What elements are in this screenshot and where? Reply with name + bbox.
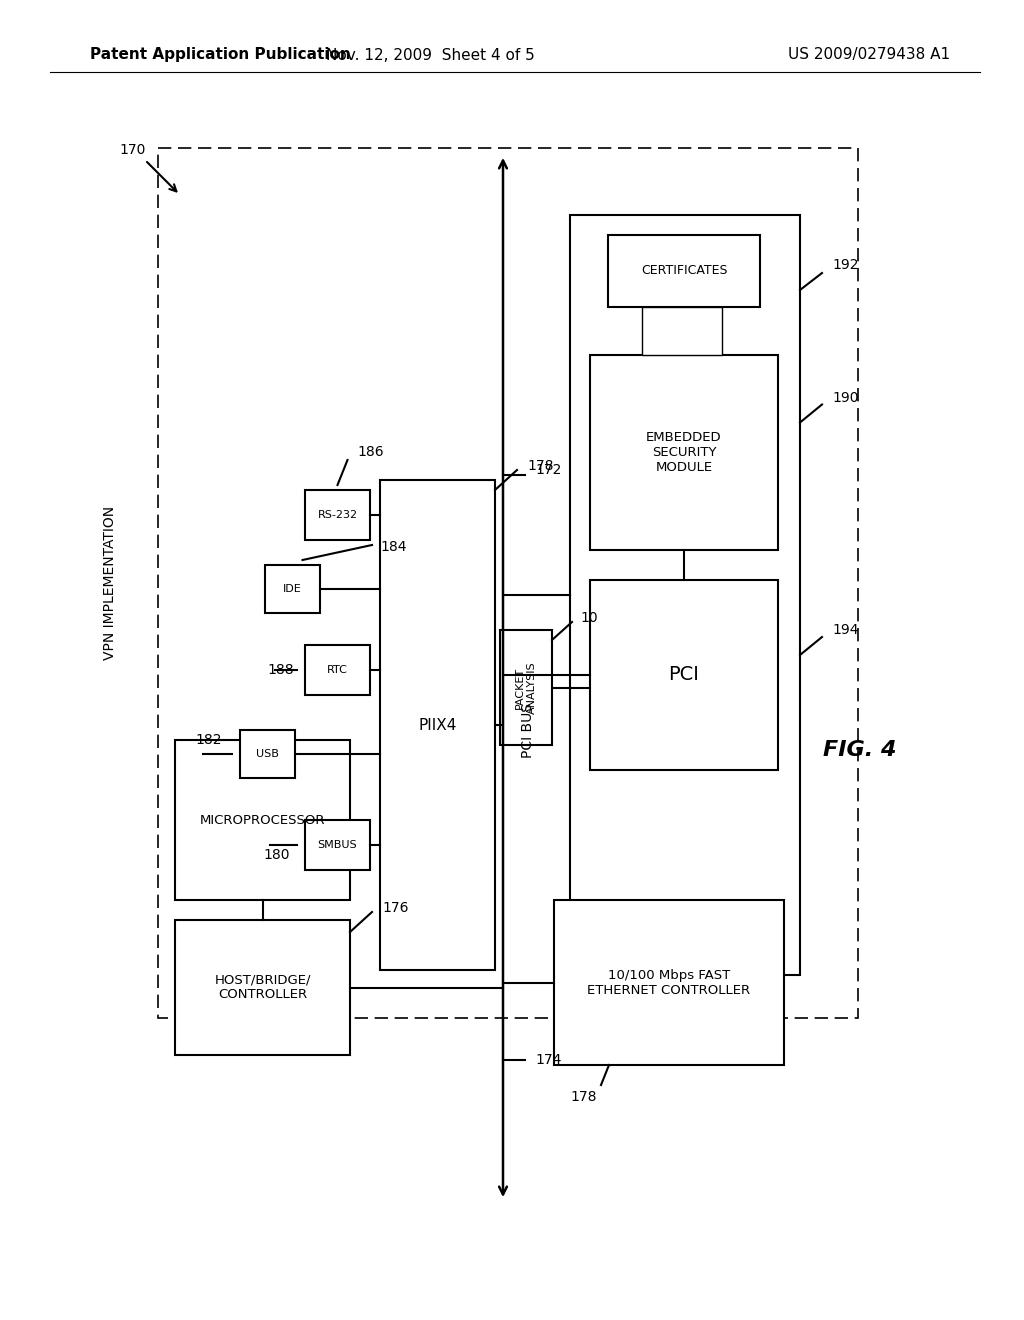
Text: 174: 174 [535, 1053, 561, 1067]
Text: Patent Application Publication: Patent Application Publication [90, 48, 351, 62]
Bar [305, 490, 370, 540]
Text: HOST/BRIDGE/
CONTROLLER: HOST/BRIDGE/ CONTROLLER [214, 974, 310, 1002]
Text: FIG. 4: FIG. 4 [823, 741, 897, 760]
Bar [554, 900, 784, 1065]
Bar [175, 920, 350, 1055]
Text: EMBEDDED
SECURITY
MODULE: EMBEDDED SECURITY MODULE [646, 432, 722, 474]
Text: 188: 188 [267, 663, 294, 677]
Text: 10: 10 [580, 611, 598, 624]
Bar [570, 215, 800, 975]
Text: 186: 186 [357, 445, 384, 459]
Bar [380, 480, 495, 970]
Text: 176: 176 [382, 902, 409, 915]
Text: CERTIFICATES: CERTIFICATES [641, 264, 727, 277]
Text: 184: 184 [380, 540, 407, 554]
Text: 182: 182 [195, 733, 221, 747]
Text: RTC: RTC [327, 665, 348, 675]
Bar [500, 630, 552, 744]
Text: 180: 180 [263, 847, 290, 862]
Text: IDE: IDE [283, 583, 302, 594]
Text: PCI: PCI [669, 665, 699, 685]
Text: 194: 194 [831, 623, 858, 638]
Bar [158, 148, 858, 1018]
Text: RS-232: RS-232 [317, 510, 357, 520]
Bar [642, 308, 722, 355]
Text: 178: 178 [570, 1090, 597, 1104]
Text: US 2009/0279438 A1: US 2009/0279438 A1 [787, 48, 950, 62]
Text: 190: 190 [831, 392, 858, 405]
Bar [590, 355, 778, 550]
Bar [175, 741, 350, 900]
Text: VPN IMPLEMENTATION: VPN IMPLEMENTATION [103, 506, 117, 660]
Bar [590, 579, 778, 770]
Text: 170: 170 [120, 143, 146, 157]
Text: PACKET
ANALYSIS: PACKET ANALYSIS [515, 661, 537, 714]
Text: MICROPROCESSOR: MICROPROCESSOR [200, 813, 326, 826]
Bar [305, 820, 370, 870]
Text: USB: USB [256, 748, 279, 759]
Text: 192: 192 [831, 257, 858, 272]
Bar [265, 565, 319, 612]
Bar [608, 235, 760, 308]
Text: Nov. 12, 2009  Sheet 4 of 5: Nov. 12, 2009 Sheet 4 of 5 [326, 48, 535, 62]
Text: PIIX4: PIIX4 [419, 718, 457, 733]
Bar [305, 645, 370, 696]
Text: PCI BUS: PCI BUS [521, 702, 535, 758]
Text: 178: 178 [527, 459, 554, 473]
Text: 172: 172 [535, 463, 561, 477]
Text: 10/100 Mbps FAST
ETHERNET CONTROLLER: 10/100 Mbps FAST ETHERNET CONTROLLER [588, 969, 751, 997]
Bar [240, 730, 295, 777]
Text: SMBUS: SMBUS [317, 840, 357, 850]
